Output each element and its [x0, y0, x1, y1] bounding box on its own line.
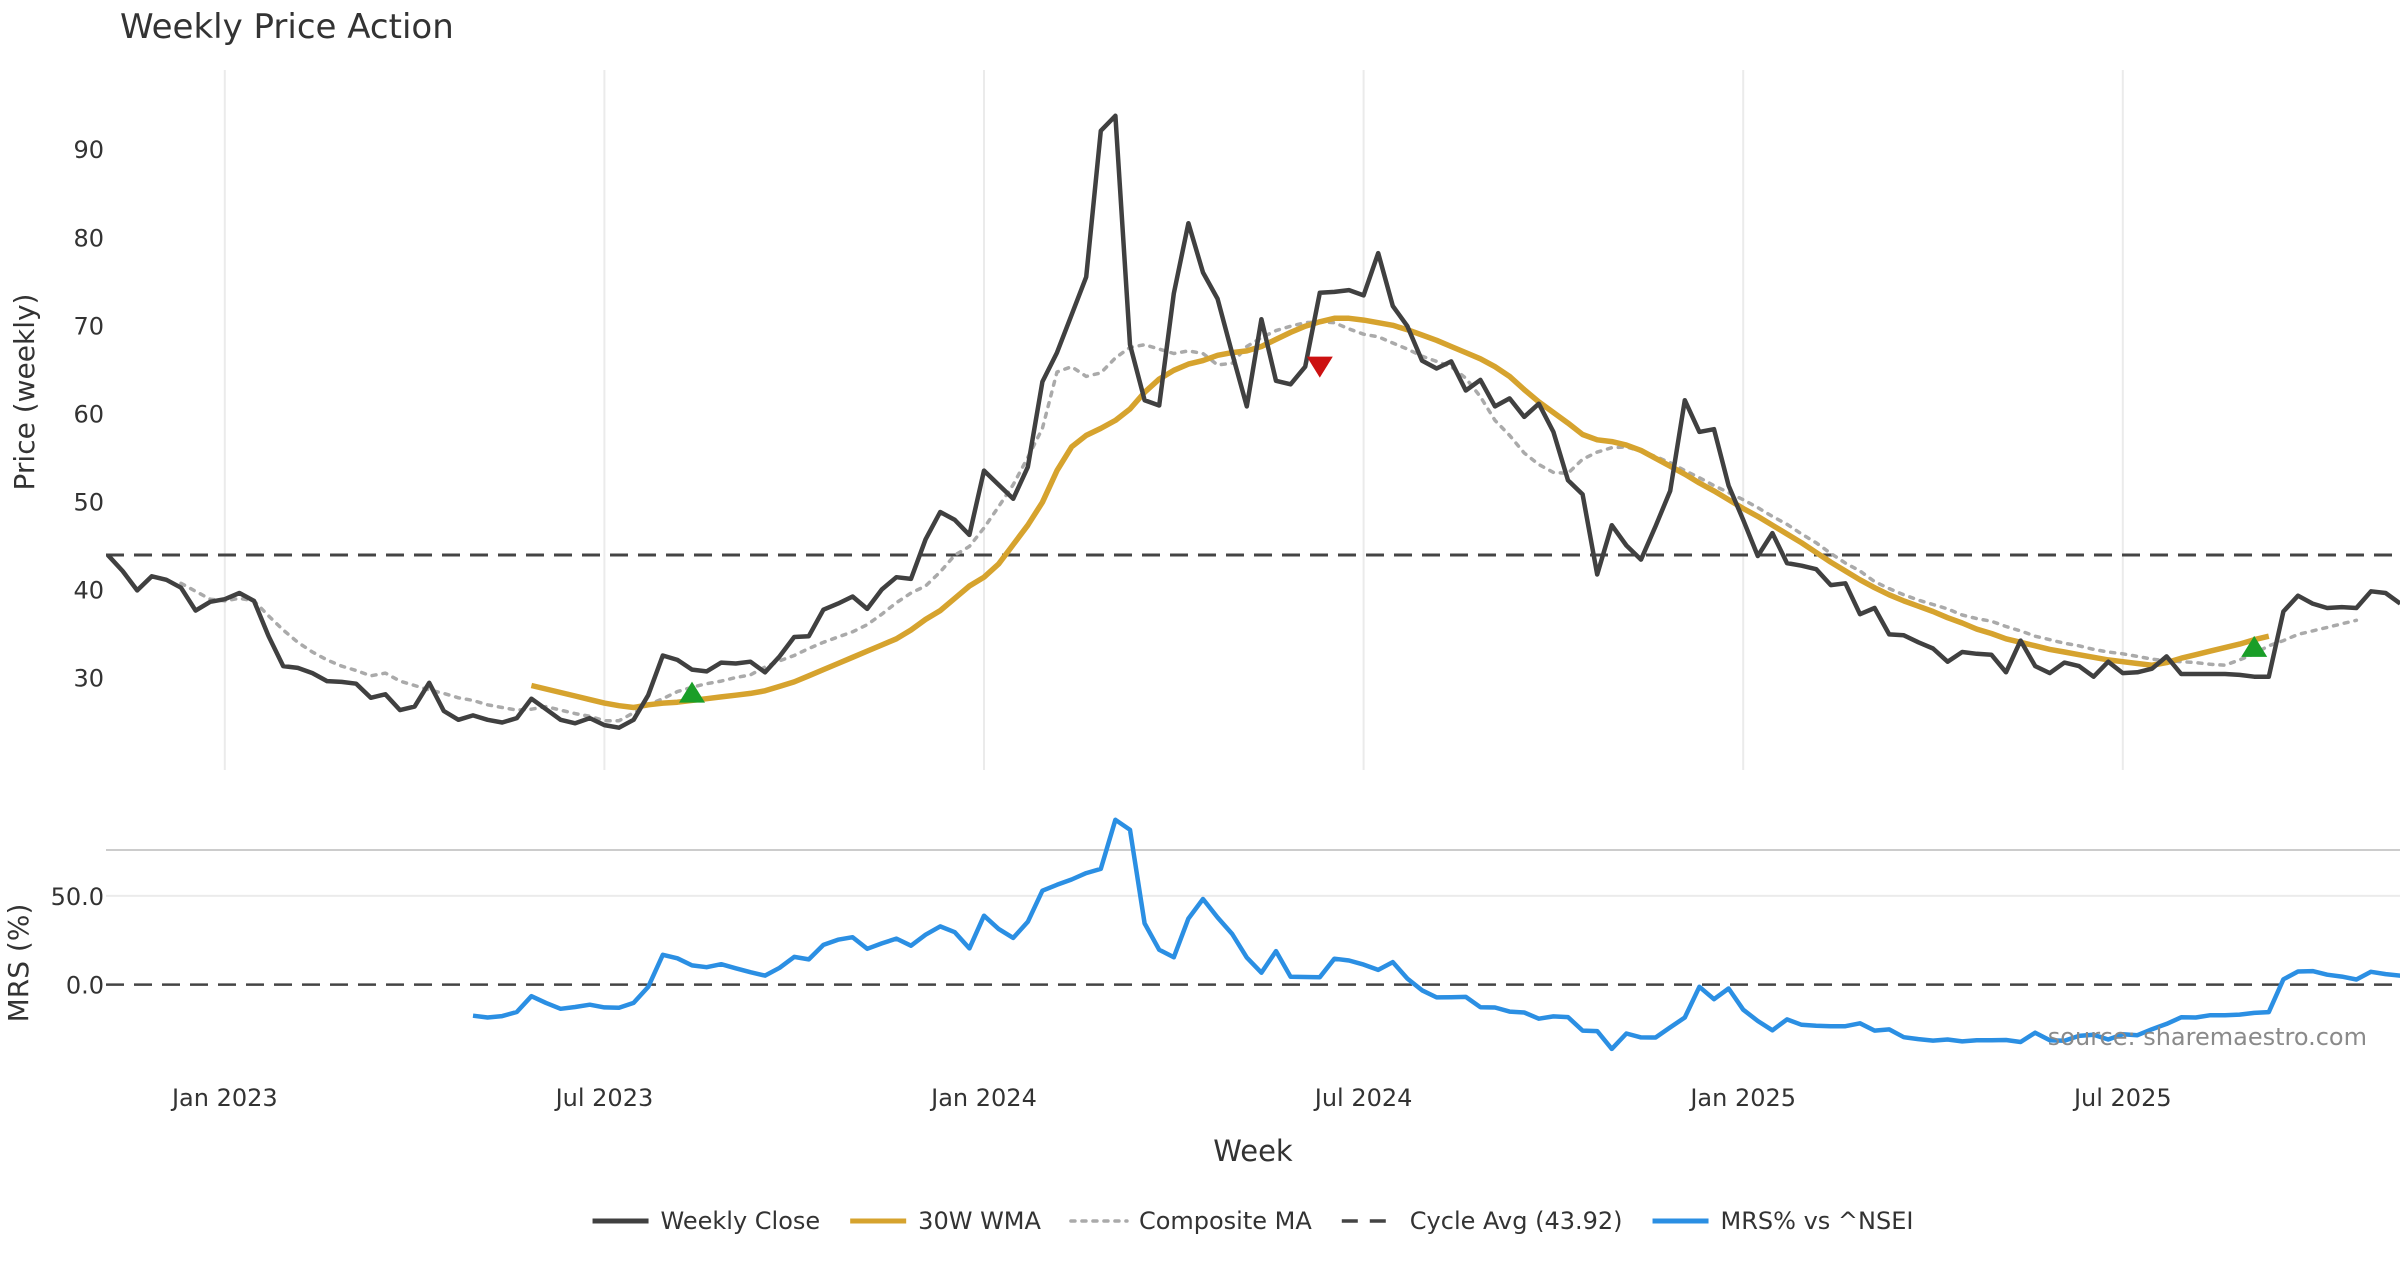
price-y-tick-label: 50 [73, 488, 104, 516]
x-axis-label: Week [1213, 1134, 1293, 1168]
legend-label: Cycle Avg (43.92) [1410, 1207, 1623, 1235]
legend: Weekly Close 30W WMA Composite MA Cycle Avg… [592, 1207, 1914, 1235]
price-gridlines [223, 70, 2124, 770]
x-tick-label: Jul 2024 [1313, 1084, 1413, 1112]
mrs-y-axis-label: MRS (%) [2, 904, 35, 1023]
mrs-y-ticks: 0.0 50.0 [51, 883, 104, 1000]
price-y-tick-label: 40 [73, 576, 104, 604]
price-y-axis-label: Price (weekly) [8, 294, 41, 491]
weekly-close-line [106, 113, 2400, 730]
legend-item: MRS% vs ^NSEI [1652, 1207, 1914, 1235]
mrs-line [472, 817, 2400, 1052]
x-tick-label: Jul 2025 [2072, 1084, 2172, 1112]
legend-item: Composite MA [1069, 1207, 1312, 1235]
mrs-panel: 0.0 50.0 [51, 817, 2400, 1052]
price-y-tick-label: 90 [73, 136, 104, 164]
source-annotation: source: sharemaestro.com [2048, 1023, 2367, 1051]
price-y-tick-label: 30 [73, 665, 104, 693]
price-y-tick-label: 60 [73, 400, 104, 428]
mrs-y-tick-label: 0.0 [66, 972, 104, 1000]
legend-label: 30W WMA [918, 1207, 1041, 1235]
legend-label: Composite MA [1139, 1207, 1312, 1235]
price-y-tick-label: 70 [73, 312, 104, 340]
price-y-ticks: 30 40 50 60 70 80 90 [73, 136, 104, 692]
wma-30w-line [530, 315, 2270, 711]
x-ticks: Jan 2023 Jul 2023 Jan 2024 Jul 2024 Jan 2025… [170, 1084, 2172, 1112]
legend-item: Cycle Avg (43.92) [1341, 1207, 1623, 1235]
legend-item: Weekly Close [592, 1207, 821, 1235]
legend-label: MRS% vs ^NSEI [1721, 1207, 1914, 1235]
x-tick-label: Jan 2024 [929, 1084, 1037, 1112]
x-tick-label: Jul 2023 [554, 1084, 654, 1112]
sell-signal-marker [1306, 356, 1333, 378]
buy-signal-marker [2241, 635, 2268, 657]
legend-item: 30W WMA [850, 1207, 1042, 1235]
price-panel: 30 40 50 60 70 80 90 [73, 70, 2400, 770]
buy-signal-marker [679, 681, 705, 703]
mrs-y-tick-label: 50.0 [51, 883, 104, 911]
legend-label: Weekly Close [661, 1207, 821, 1235]
price-y-tick-label: 80 [73, 224, 104, 252]
x-tick-label: Jan 2023 [170, 1084, 278, 1112]
x-tick-label: Jan 2025 [1688, 1084, 1796, 1112]
signal-markers [679, 356, 2268, 703]
chart-title: Weekly Price Action [120, 7, 454, 47]
